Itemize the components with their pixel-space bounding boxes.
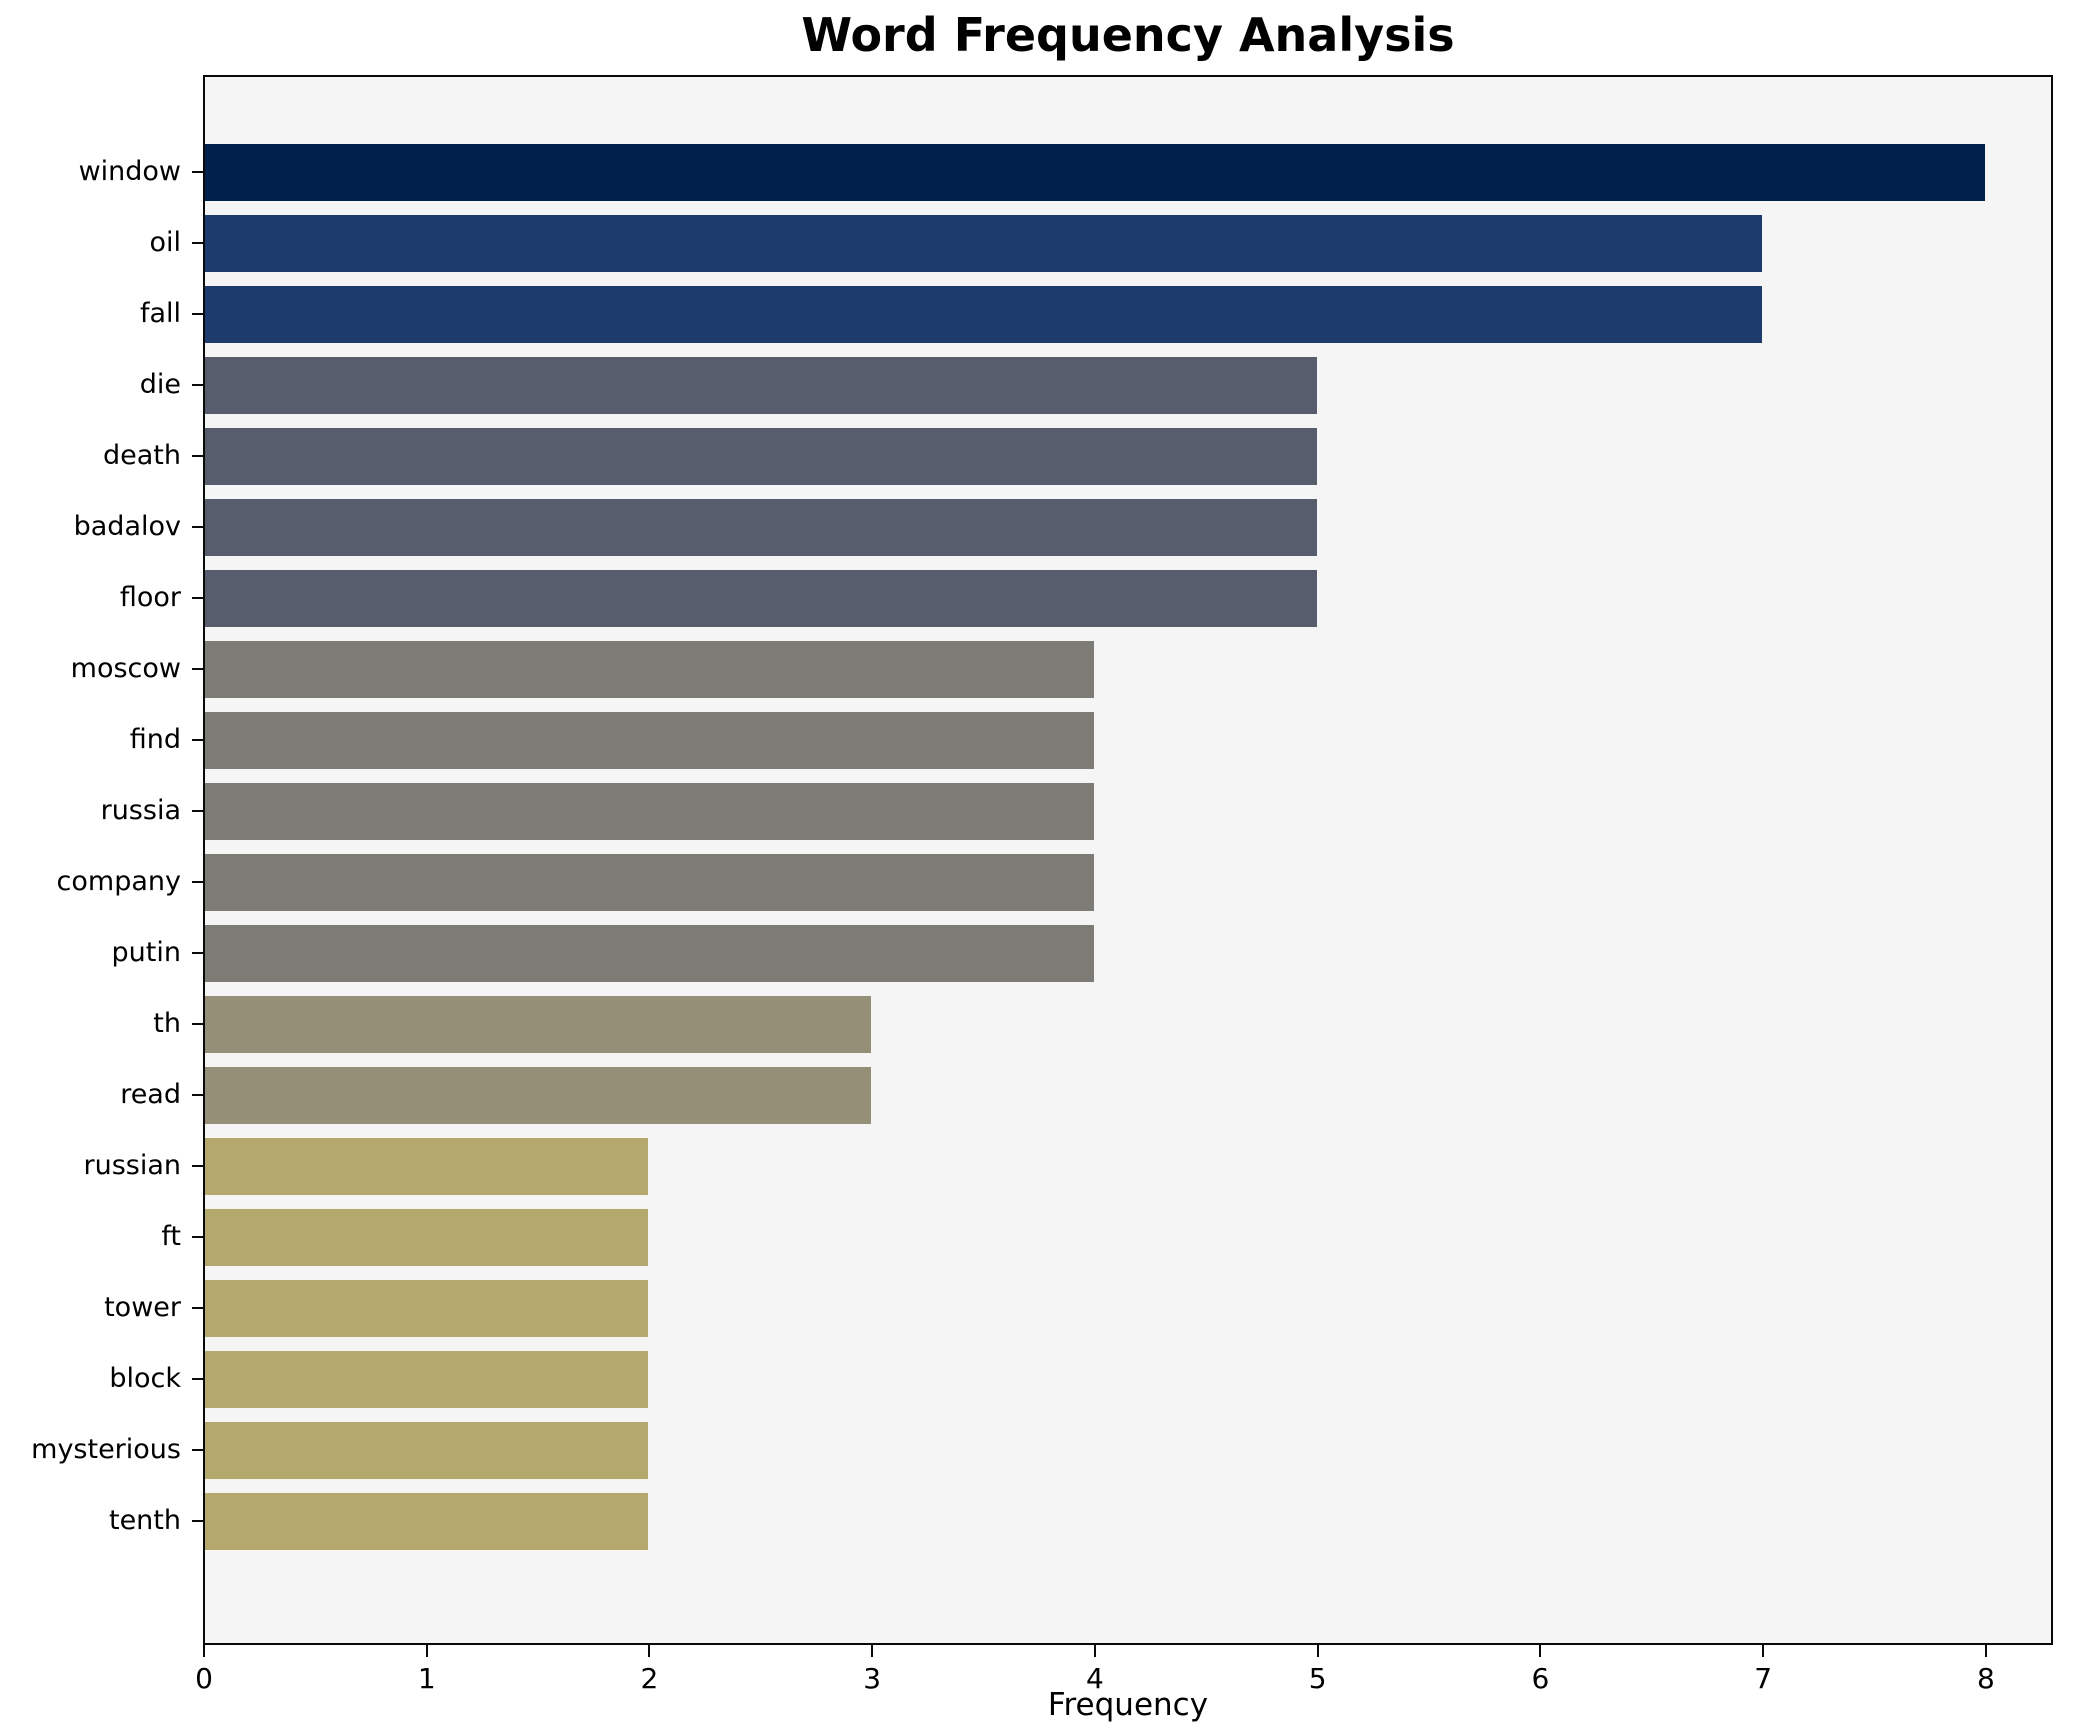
y-tick-mark xyxy=(192,597,203,599)
x-tick-mark xyxy=(871,1645,874,1657)
x-tick-label-4: 4 xyxy=(1086,1662,1104,1695)
bar-russia xyxy=(203,782,1094,840)
x-tick-mark xyxy=(1316,1645,1319,1657)
x-tick-label-8: 8 xyxy=(1976,1662,1995,1695)
x-tick-mark xyxy=(1762,1645,1765,1657)
x-tick-mark xyxy=(1984,1645,1987,1657)
y-tick-mark xyxy=(192,1023,203,1025)
x-tick-label-1: 1 xyxy=(417,1662,436,1695)
plot-area xyxy=(203,75,2053,1645)
y-tick-mark xyxy=(192,1307,203,1309)
bar-tenth xyxy=(203,1492,649,1550)
y-tick-mark xyxy=(192,1449,203,1451)
bar-oil xyxy=(203,214,1763,272)
x-tick-label-7: 7 xyxy=(1754,1662,1773,1695)
y-tick-mark xyxy=(192,668,203,670)
bar-ft xyxy=(203,1208,649,1266)
y-tick-label-read: read xyxy=(120,1079,181,1110)
bar-fall xyxy=(203,285,1763,343)
bar-read xyxy=(203,1066,872,1124)
y-tick-mark xyxy=(192,1520,203,1522)
y-tick-label-russian: russian xyxy=(83,1150,181,1181)
x-tick-mark xyxy=(1093,1645,1096,1657)
y-tick-label-fall: fall xyxy=(139,298,181,329)
bar-block xyxy=(203,1350,649,1408)
x-tick-label-3: 3 xyxy=(863,1662,882,1695)
y-tick-label-moscow: moscow xyxy=(70,653,181,684)
x-tick-label-2: 2 xyxy=(640,1662,659,1695)
bar-death xyxy=(203,427,1317,485)
y-tick-mark xyxy=(192,1094,203,1096)
y-tick-label-th: th xyxy=(153,1008,181,1039)
y-tick-mark xyxy=(192,739,203,741)
y-tick-mark xyxy=(192,384,203,386)
x-tick-mark xyxy=(1539,1645,1542,1657)
x-axis-label: Frequency xyxy=(1047,1687,1209,1722)
chart-title: Word Frequency Analysis xyxy=(801,8,1455,62)
y-tick-mark xyxy=(192,1165,203,1167)
y-tick-label-floor: floor xyxy=(119,582,181,613)
x-tick-mark xyxy=(203,1645,205,1657)
y-tick-mark xyxy=(192,1378,203,1380)
y-tick-label-putin: putin xyxy=(111,937,181,968)
y-tick-mark xyxy=(192,526,203,528)
y-tick-mark xyxy=(192,952,203,954)
x-tick-mark xyxy=(648,1645,651,1657)
y-tick-label-company: company xyxy=(56,866,181,897)
bar-die xyxy=(203,356,1317,414)
y-tick-mark xyxy=(192,810,203,812)
bar-window xyxy=(203,143,1985,201)
y-tick-mark xyxy=(192,881,203,883)
y-tick-label-block: block xyxy=(109,1363,181,1394)
y-tick-label-mysterious: mysterious xyxy=(31,1434,181,1465)
bar-tower xyxy=(203,1279,649,1337)
x-tick-label-5: 5 xyxy=(1308,1662,1327,1695)
y-tick-label-window: window xyxy=(78,156,181,187)
bar-badalov xyxy=(203,498,1317,556)
y-tick-label-tower: tower xyxy=(104,1292,181,1323)
y-tick-label-russia: russia xyxy=(100,795,181,826)
y-tick-label-oil: oil xyxy=(149,227,181,258)
x-tick-label-0: 0 xyxy=(195,1662,213,1695)
x-tick-label-6: 6 xyxy=(1531,1662,1550,1695)
y-tick-label-find: find xyxy=(129,724,181,755)
bar-russian xyxy=(203,1137,649,1195)
y-tick-label-badalov: badalov xyxy=(73,511,181,542)
bar-th xyxy=(203,995,872,1053)
y-tick-label-die: die xyxy=(139,369,181,400)
y-tick-mark xyxy=(192,1236,203,1238)
bar-floor xyxy=(203,569,1317,627)
y-tick-mark xyxy=(192,171,203,173)
y-tick-mark xyxy=(192,313,203,315)
bar-company xyxy=(203,853,1094,911)
y-tick-label-tenth: tenth xyxy=(108,1505,181,1536)
bar-mysterious xyxy=(203,1421,649,1479)
y-tick-label-ft: ft xyxy=(161,1221,181,1252)
bar-moscow xyxy=(203,640,1094,698)
x-tick-mark xyxy=(425,1645,428,1657)
y-tick-mark xyxy=(192,242,203,244)
y-tick-label-death: death xyxy=(103,440,181,471)
bar-find xyxy=(203,711,1094,769)
bar-putin xyxy=(203,924,1094,982)
y-tick-mark xyxy=(192,455,203,457)
